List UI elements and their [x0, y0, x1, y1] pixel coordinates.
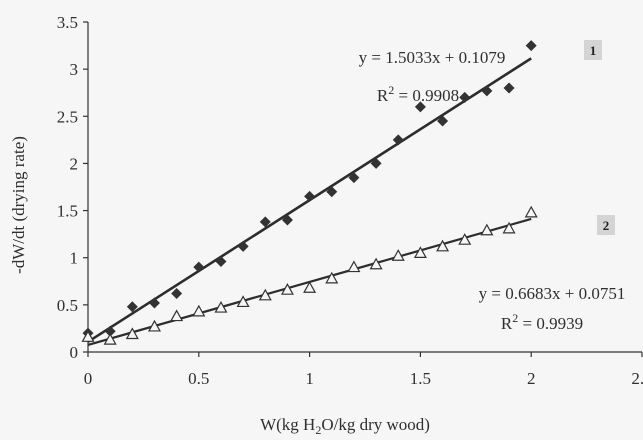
data-point-series-1	[149, 297, 160, 308]
y-tick-label: 3	[70, 60, 79, 79]
data-point-series-1	[238, 241, 249, 252]
data-points	[83, 40, 537, 344]
x-tick-label: 2	[527, 369, 536, 388]
series-label-1: 1	[590, 43, 597, 58]
y-axis-title: -dW/dt (drying rate)	[9, 136, 28, 274]
series-label-2: 2	[603, 218, 610, 233]
data-point-series-1	[171, 288, 182, 299]
x-tick-label: 1.5	[410, 369, 431, 388]
y-tick-label: 0	[70, 343, 79, 362]
x-axis-title: W(kg H2O/kg dry wood)	[260, 415, 430, 437]
y-tick-label: 1.5	[57, 202, 78, 221]
data-point-series-1	[481, 85, 492, 96]
y-tick-label: 1	[70, 249, 79, 268]
x-tick-label: 0.5	[188, 369, 209, 388]
x-tick-label: 1	[305, 369, 314, 388]
data-point-series-2	[526, 207, 537, 217]
data-point-series-1	[215, 256, 226, 267]
data-point-series-2	[348, 262, 359, 272]
y-tick-label: 2	[70, 154, 79, 173]
data-point-series-1	[504, 83, 515, 94]
y-tick-label: 2.5	[57, 107, 78, 126]
data-point-series-1	[304, 191, 315, 202]
x-tick-label: 2.5	[631, 369, 643, 388]
equation-series-1: y = 1.5033x + 0.1079	[359, 48, 506, 67]
r2-series-1: R2 = 0.9908	[377, 83, 459, 105]
data-point-series-2	[193, 306, 204, 316]
data-point-series-1	[526, 40, 537, 51]
data-point-series-1	[459, 92, 470, 103]
r2-series-2: R2 = 0.9939	[501, 311, 583, 333]
y-tick-label: 0.5	[57, 296, 78, 315]
y-tick-label: 3.5	[57, 13, 78, 32]
data-point-series-1	[393, 134, 404, 145]
data-point-series-2	[171, 311, 182, 321]
x-tick-label: 0	[84, 369, 93, 388]
equation-series-2: y = 0.6683x + 0.0751	[479, 284, 626, 303]
data-point-series-1	[193, 262, 204, 273]
